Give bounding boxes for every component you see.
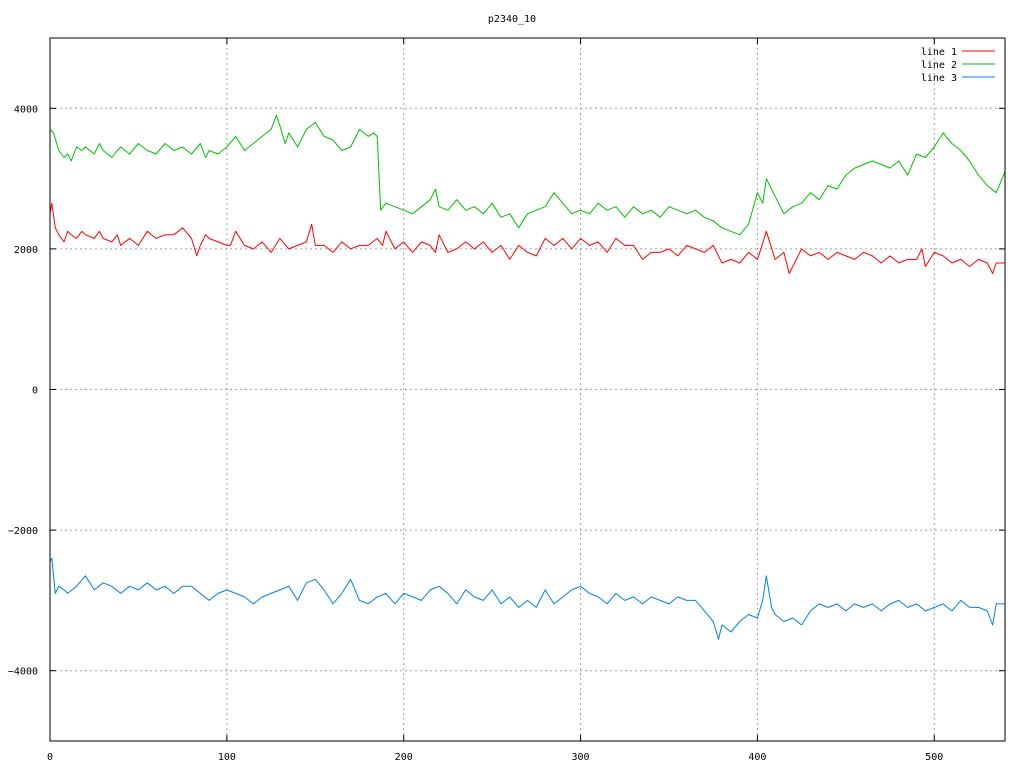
series-line-1 — [49, 202, 1005, 274]
y-tick-label: 4000 — [14, 104, 38, 115]
legend-label: line 2 — [921, 60, 957, 71]
x-tick-label: 100 — [218, 752, 236, 763]
y-tick-label: −4000 — [8, 667, 38, 678]
x-tick-label: 400 — [748, 752, 766, 763]
series-lines — [49, 114, 1006, 640]
x-tick-label: 0 — [47, 752, 53, 763]
x-tick-label: 200 — [395, 752, 413, 763]
x-tick-label: 500 — [925, 752, 943, 763]
chart-title: p2340_10 — [488, 14, 536, 25]
series-line-3 — [49, 557, 1005, 640]
y-tick-label: 0 — [32, 386, 38, 397]
y-tick-label: −2000 — [8, 526, 38, 537]
axis-ticks: 0 100 200 300 400 500 −4000 −2000 0 2000 4000 — [8, 38, 1005, 763]
y-tick-label: 2000 — [14, 245, 38, 256]
series-line-2 — [49, 114, 1006, 236]
legend: line 1 line 2 line 3 — [921, 47, 995, 84]
x-tick-label: 300 — [572, 752, 590, 763]
grid-lines — [50, 38, 1005, 741]
legend-label: line 1 — [921, 47, 957, 58]
legend-label: line 3 — [921, 73, 957, 84]
